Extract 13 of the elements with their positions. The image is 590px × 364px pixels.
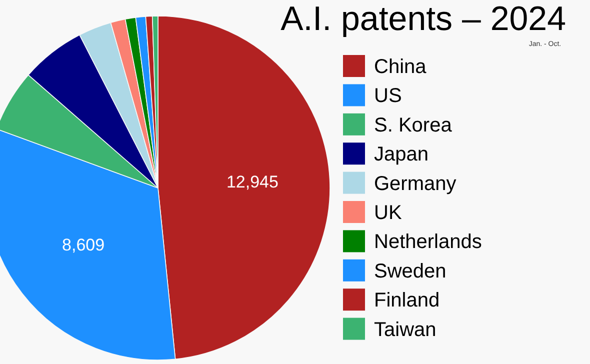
legend-label: Finland <box>374 290 440 312</box>
chart-title: A.I. patents – 2024 <box>280 0 566 38</box>
legend-label: US <box>374 85 402 108</box>
legend-label: Germany <box>374 172 456 195</box>
legend-label: Sweden <box>374 260 446 282</box>
legend-label: Japan <box>374 144 428 166</box>
legend-label: S. Korea <box>374 114 453 136</box>
data-label: 12,945 <box>226 172 278 192</box>
legend-label: Netherlands <box>374 231 482 254</box>
legend-label: China <box>374 56 428 78</box>
data-label: 8,609 <box>62 236 105 255</box>
legend-label: Taiwan <box>374 318 436 341</box>
legend-label: UK <box>374 202 402 224</box>
